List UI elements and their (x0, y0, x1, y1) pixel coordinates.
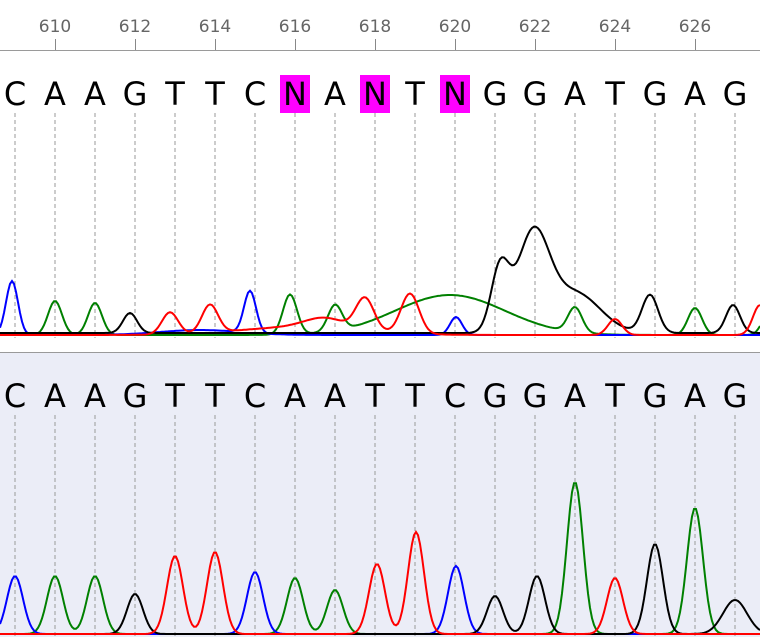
ruler-label: 614 (198, 17, 232, 37)
base-call[interactable]: T (165, 75, 185, 113)
base-call[interactable]: C (3, 75, 27, 113)
base-call[interactable]: N (280, 75, 310, 113)
trace-g-bottom (0, 543, 760, 635)
base-call[interactable]: G (482, 75, 508, 113)
base-call[interactable]: A (44, 377, 66, 415)
ruler-label: 624 (598, 17, 632, 37)
trace-plot-top (0, 113, 760, 338)
base-call[interactable]: G (522, 377, 548, 415)
base-call[interactable]: A (684, 377, 706, 415)
base-call[interactable]: G (722, 377, 748, 415)
trace-a-bottom (0, 482, 760, 635)
base-call[interactable]: A (564, 377, 586, 415)
base-call[interactable]: G (642, 75, 668, 113)
ruler-tick (535, 39, 536, 50)
base-call[interactable]: A (84, 377, 106, 415)
base-call[interactable]: T (365, 377, 385, 415)
base-call[interactable]: T (205, 75, 225, 113)
ruler-tick (375, 39, 376, 50)
base-call[interactable]: C (443, 377, 467, 415)
trace-c-top (0, 279, 760, 336)
base-call[interactable]: G (482, 377, 508, 415)
base-call[interactable]: T (165, 377, 185, 415)
ruler-label: 618 (358, 17, 392, 37)
ruler-label: 616 (278, 17, 312, 37)
ruler-tick (295, 39, 296, 50)
base-call[interactable]: N (440, 75, 470, 113)
trace-c-bottom (0, 564, 760, 635)
track-separator (0, 338, 760, 352)
base-call[interactable]: A (684, 75, 706, 113)
trace-t-bottom (0, 530, 760, 635)
ruler-label: 610 (38, 17, 72, 37)
base-call[interactable]: T (205, 377, 225, 415)
base-call[interactable]: C (243, 75, 267, 113)
ruler-tick (215, 39, 216, 50)
ruler-label: 620 (438, 17, 472, 37)
ruler-label: 622 (518, 17, 552, 37)
base-call[interactable]: A (564, 75, 586, 113)
ruler-tick (55, 39, 56, 50)
base-call[interactable]: G (642, 377, 668, 415)
ruler-tick (695, 39, 696, 50)
base-call[interactable]: C (243, 377, 267, 415)
trace-t-top (0, 292, 760, 336)
base-call[interactable]: A (84, 75, 106, 113)
ruler-label: 612 (118, 17, 152, 37)
base-call[interactable]: N (360, 75, 390, 113)
ruler-tick (455, 39, 456, 50)
base-call[interactable]: G (722, 75, 748, 113)
trace-plot-bottom (0, 415, 760, 637)
base-call[interactable]: A (284, 377, 306, 415)
base-call[interactable]: C (3, 377, 27, 415)
base-call[interactable]: G (522, 75, 548, 113)
base-call[interactable]: T (405, 377, 425, 415)
trace-g-top (0, 225, 760, 334)
base-call[interactable]: T (605, 75, 625, 113)
base-call[interactable]: T (605, 377, 625, 415)
base-call[interactable]: T (405, 75, 425, 113)
base-call[interactable]: A (324, 75, 346, 113)
ruler-label: 626 (678, 17, 712, 37)
base-call[interactable]: G (122, 377, 148, 415)
ruler-tick (615, 39, 616, 50)
position-ruler: 610 612 614 616 618 620 622 624 626 (0, 0, 760, 51)
ruler-tick (135, 39, 136, 50)
base-call[interactable]: G (122, 75, 148, 113)
base-call[interactable]: A (44, 75, 66, 113)
base-call[interactable]: A (324, 377, 346, 415)
